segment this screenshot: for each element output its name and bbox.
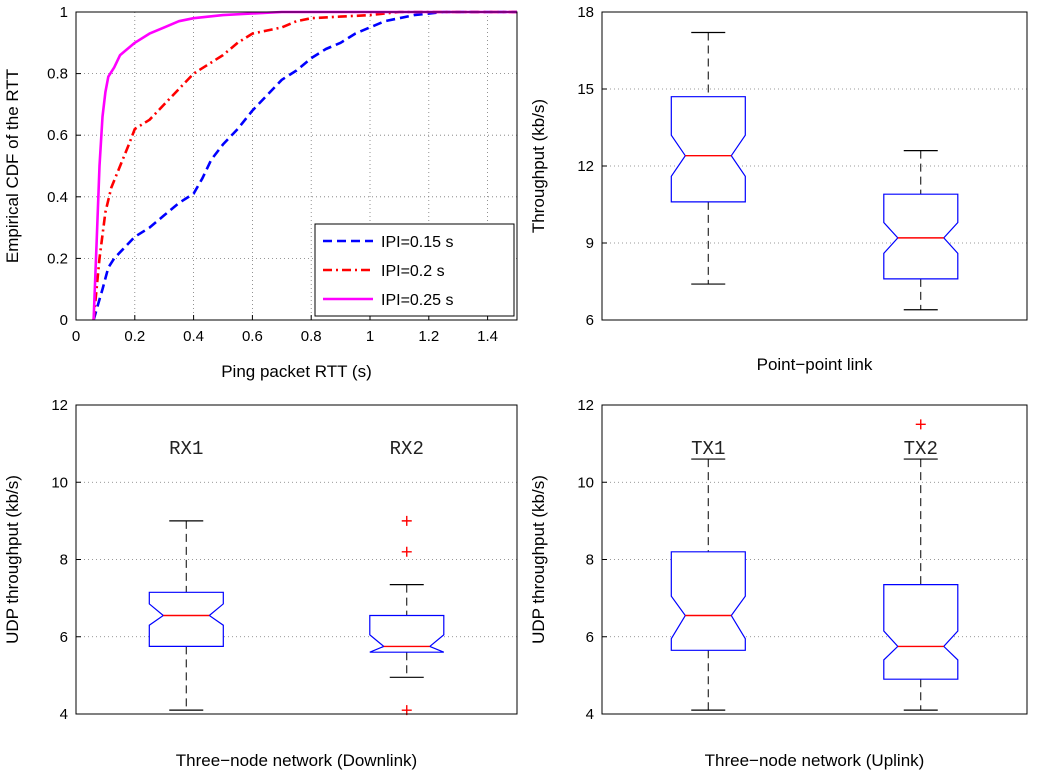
box-label-2: TX2	[904, 438, 938, 460]
y-tick-label: 4	[60, 706, 68, 723]
y-tick-label: 12	[577, 158, 594, 175]
y-tick-label: 0.8	[47, 66, 68, 83]
x-tick-label: 1.2	[418, 328, 439, 345]
series-line-3	[92, 10, 517, 321]
box-1	[670, 96, 746, 203]
y-tick-label: 0	[60, 312, 68, 329]
x-tick-label: 1	[366, 328, 374, 345]
y-tick-label: 0.4	[47, 189, 68, 206]
box-2	[369, 614, 445, 653]
x-axis-label: Three−node network (Downlink)	[176, 751, 417, 770]
y-tick-label: 4	[586, 706, 594, 723]
x-tick-label: 0.2	[124, 328, 145, 345]
box-label-2: RX2	[390, 438, 424, 460]
legend-label-1: IPI=0.15 s	[381, 234, 454, 251]
x-tick-label: 0	[72, 328, 80, 345]
series-line-2	[92, 10, 517, 321]
y-tick-label: 6	[586, 629, 594, 646]
y-tick-label: 9	[586, 235, 594, 252]
y-tick-label: 1	[60, 4, 68, 21]
x-tick-label: 0.4	[183, 328, 204, 345]
box-1	[148, 591, 224, 648]
y-tick-label: 10	[577, 474, 594, 491]
box-label-1: TX1	[691, 438, 725, 460]
boxplot-axes-1	[601, 11, 1028, 321]
y-tick-label: 0.6	[47, 127, 68, 144]
box-2	[883, 193, 959, 280]
x-tick-label: 1.4	[477, 328, 498, 345]
series-line-1	[92, 10, 517, 321]
y-axis-label: Empirical CDF of the RTT	[3, 69, 22, 263]
x-axis-label: Ping packet RTT (s)	[221, 362, 372, 381]
cdf-axes	[75, 11, 518, 321]
boxplot-axes-2	[75, 404, 518, 715]
y-axis-label: Throughput (kb/s)	[529, 99, 548, 233]
outlier-marker	[401, 705, 412, 716]
x-tick-label: 0.8	[301, 328, 322, 345]
y-tick-label: 15	[577, 81, 594, 98]
legend-label-2: IPI=0.2 s	[381, 263, 445, 280]
outlier-marker	[401, 546, 412, 557]
y-tick-label: 8	[586, 552, 594, 569]
y-tick-label: 12	[577, 397, 594, 414]
x-axis-label: Three−node network (Uplink)	[705, 751, 925, 770]
x-axis-label: Point−point link	[757, 355, 873, 374]
y-tick-label: 10	[51, 474, 68, 491]
y-tick-label: 0.2	[47, 250, 68, 267]
x-tick-label: 0.6	[242, 328, 263, 345]
y-axis-label: UDP throughput (kb/s)	[3, 475, 22, 644]
outlier-marker	[915, 419, 926, 430]
legend-label-3: IPI=0.25 s	[381, 292, 454, 309]
y-tick-label: 12	[51, 397, 68, 414]
boxplot-axes-3	[601, 404, 1028, 715]
box-2	[883, 583, 959, 680]
y-tick-label: 8	[60, 552, 68, 569]
outlier-marker	[401, 515, 412, 526]
y-axis-label: UDP throughput (kb/s)	[529, 475, 548, 644]
y-tick-label: 18	[577, 4, 594, 21]
box-1	[670, 551, 746, 651]
y-tick-label: 6	[60, 629, 68, 646]
y-tick-label: 6	[586, 312, 594, 329]
box-label-1: RX1	[169, 438, 203, 460]
